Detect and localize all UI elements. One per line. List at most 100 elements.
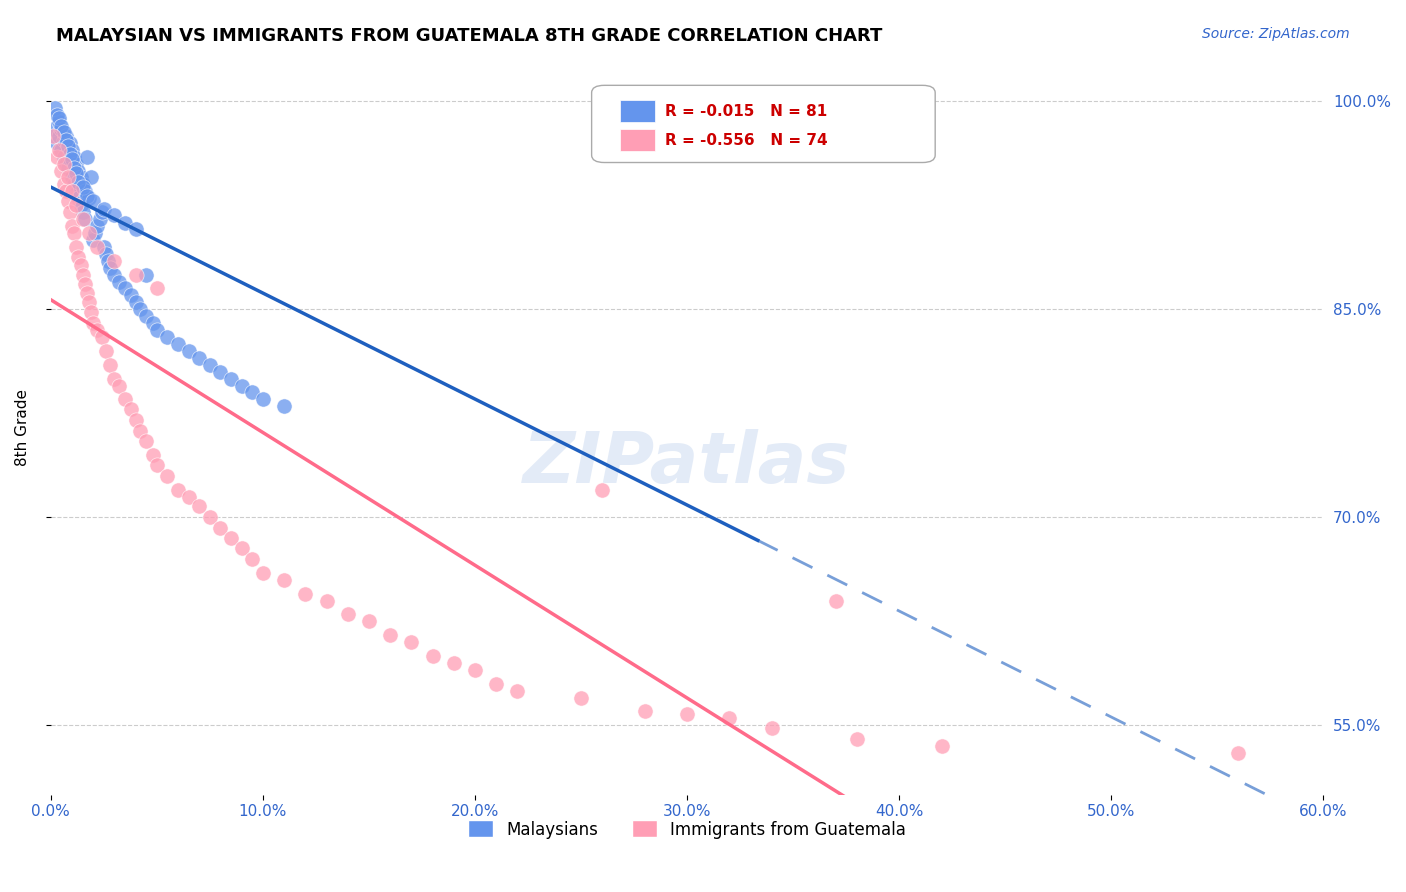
Point xyxy=(60,143,83,157)
Point xyxy=(240,552,263,566)
Point xyxy=(114,216,136,230)
Point xyxy=(103,371,125,385)
Point xyxy=(69,170,91,185)
Point xyxy=(51,122,73,136)
Point xyxy=(76,150,98,164)
Point xyxy=(114,392,136,407)
Point xyxy=(219,371,242,385)
Point xyxy=(67,163,90,178)
Point xyxy=(98,260,121,275)
Point xyxy=(401,635,423,649)
Text: Source: ZipAtlas.com: Source: ZipAtlas.com xyxy=(1202,27,1350,41)
Point xyxy=(1227,746,1250,760)
Point xyxy=(52,133,75,147)
Point xyxy=(65,198,87,212)
Point xyxy=(42,122,65,136)
Point xyxy=(56,194,79,208)
Point xyxy=(135,309,157,323)
Point xyxy=(824,593,846,607)
Y-axis label: 8th Grade: 8th Grade xyxy=(15,389,30,466)
Point xyxy=(591,483,613,497)
Point xyxy=(65,185,87,199)
Point xyxy=(378,628,401,642)
Point xyxy=(273,400,295,414)
Point xyxy=(80,305,103,319)
Point xyxy=(146,458,169,472)
Point xyxy=(103,253,125,268)
Point xyxy=(55,128,77,143)
Point xyxy=(156,468,179,483)
Bar xyxy=(620,129,655,152)
Point xyxy=(65,240,87,254)
Point xyxy=(120,402,142,417)
Point xyxy=(73,212,96,227)
Point xyxy=(86,323,108,337)
Point xyxy=(48,115,70,129)
Point xyxy=(142,316,165,330)
Legend: Malaysians, Immigrants from Guatemala: Malaysians, Immigrants from Guatemala xyxy=(461,814,912,846)
Point xyxy=(94,343,117,358)
Point xyxy=(135,268,157,282)
Point xyxy=(56,138,79,153)
Point xyxy=(69,258,91,272)
Point xyxy=(93,240,115,254)
Point xyxy=(931,739,953,754)
Point xyxy=(177,343,200,358)
Point xyxy=(44,101,66,115)
Point xyxy=(114,281,136,295)
Point xyxy=(569,690,592,705)
Point xyxy=(98,358,121,372)
Point xyxy=(52,125,75,139)
Point xyxy=(676,128,699,143)
Point xyxy=(52,178,75,192)
Point xyxy=(63,178,86,192)
Point xyxy=(177,490,200,504)
Point xyxy=(273,573,295,587)
Point xyxy=(188,351,211,365)
Point xyxy=(82,233,104,247)
Point xyxy=(46,108,69,122)
Point xyxy=(103,268,125,282)
Point xyxy=(156,330,179,344)
Point xyxy=(63,150,86,164)
Point xyxy=(77,226,100,240)
Point xyxy=(86,219,108,233)
Point xyxy=(72,205,94,219)
Bar xyxy=(620,100,655,122)
Point xyxy=(718,711,741,725)
Point xyxy=(84,226,107,240)
Point xyxy=(188,500,211,514)
Point xyxy=(56,170,79,185)
Point xyxy=(107,275,129,289)
Point xyxy=(76,188,98,202)
Point xyxy=(231,378,253,392)
Point xyxy=(336,607,359,622)
Point xyxy=(89,212,111,227)
Point xyxy=(124,222,146,236)
Point xyxy=(55,185,77,199)
Point xyxy=(72,212,94,227)
Text: ZIPatlas: ZIPatlas xyxy=(523,429,851,499)
Point xyxy=(60,170,83,185)
Point xyxy=(231,541,253,555)
Point xyxy=(59,153,82,167)
Point xyxy=(55,133,77,147)
Point xyxy=(56,138,79,153)
Point xyxy=(77,295,100,310)
Point xyxy=(167,483,190,497)
Point xyxy=(124,295,146,310)
Point xyxy=(142,448,165,462)
Point xyxy=(42,128,65,143)
Point xyxy=(73,277,96,292)
Point xyxy=(77,191,100,205)
Point xyxy=(129,302,152,317)
Point xyxy=(129,425,152,439)
Point xyxy=(82,194,104,208)
Point xyxy=(294,586,316,600)
Point xyxy=(65,156,87,170)
Point xyxy=(48,111,70,125)
Point xyxy=(761,721,783,735)
Point xyxy=(59,136,82,150)
Text: MALAYSIAN VS IMMIGRANTS FROM GUATEMALA 8TH GRADE CORRELATION CHART: MALAYSIAN VS IMMIGRANTS FROM GUATEMALA 8… xyxy=(56,27,883,45)
FancyBboxPatch shape xyxy=(592,86,935,162)
